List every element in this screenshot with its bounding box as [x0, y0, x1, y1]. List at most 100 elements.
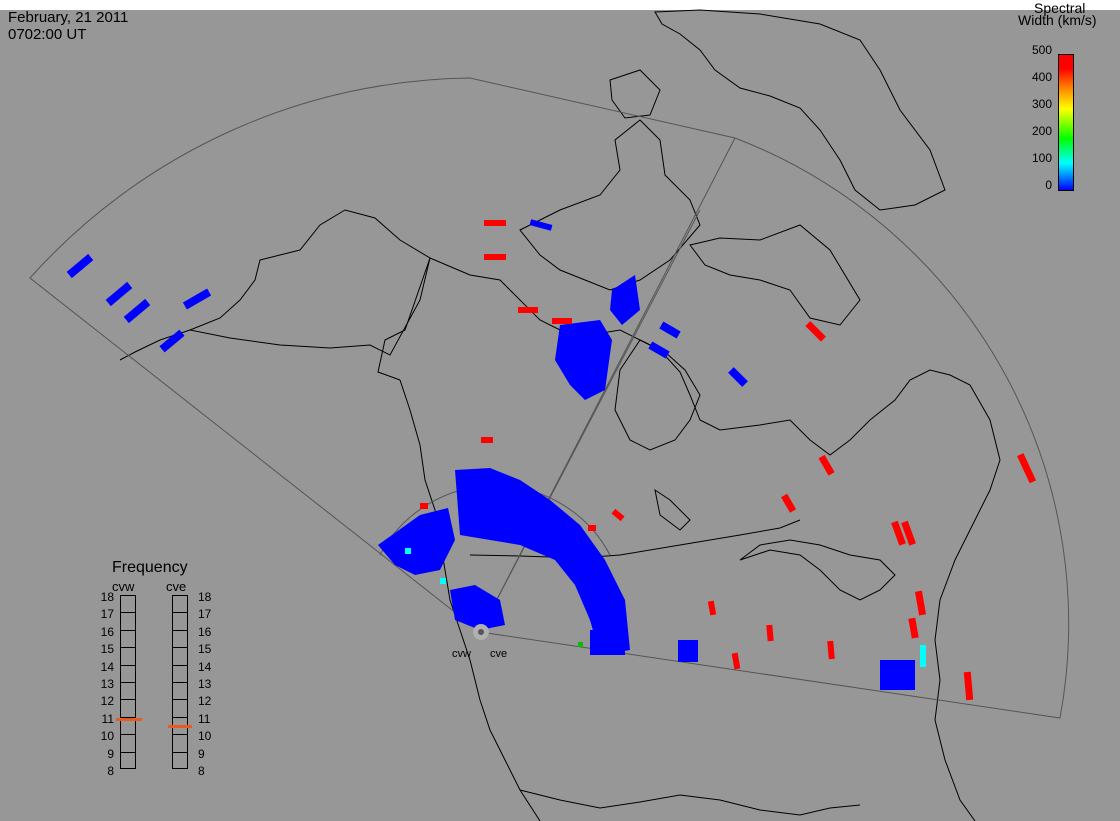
frequency-cell [121, 631, 135, 649]
echo-red-20 [588, 525, 596, 531]
ellesmere [609, 69, 661, 119]
baffin-island [689, 224, 861, 326]
echo-green-1 [578, 642, 583, 647]
echo-streak-2 [105, 281, 133, 307]
echo-streak-6 [659, 321, 681, 339]
frequency-cell [121, 700, 135, 718]
frequency-cell [121, 596, 135, 614]
echo-red-1 [484, 220, 506, 226]
radar-site-center [478, 629, 484, 635]
frequency-radar-cvw: cvw [112, 579, 135, 594]
frequency-cell [121, 718, 135, 736]
echo-streak-1 [66, 253, 94, 279]
echo-red-6 [805, 321, 826, 342]
echo-main-arc [455, 468, 630, 655]
radar-label-cve: cve [490, 648, 508, 660]
coastlines [119, 9, 1001, 821]
greenland-outline [654, 9, 946, 211]
frequency-cell [121, 753, 135, 770]
frequency-label-right: 14 [198, 659, 212, 674]
echo-red-7 [818, 454, 835, 476]
echo-arctic [610, 275, 640, 325]
echo-mid-block [678, 640, 698, 662]
echo-red-2 [484, 254, 506, 260]
echo-red-15 [827, 640, 835, 660]
echo-streak-9 [529, 219, 553, 231]
frequency-label-left: 12 [100, 694, 114, 709]
echo-cyan-1 [920, 645, 926, 667]
echo-red-13 [908, 617, 919, 639]
frequency-label-right: 15 [198, 642, 212, 657]
alaska-border [377, 257, 431, 381]
frequency-scale-cvw [120, 595, 136, 769]
frequency-scale-cve [172, 595, 188, 769]
echo-red-4 [552, 318, 572, 324]
echo-east-block [880, 660, 915, 690]
frequency-cell [173, 683, 187, 701]
frequency-marker-cvw [116, 717, 142, 721]
hudson-bay [614, 339, 701, 451]
frequency-radar-cve: cve [166, 579, 187, 594]
east-coast [934, 384, 1001, 821]
frequency-cell [121, 683, 135, 701]
echoes-blue [66, 219, 915, 690]
frequency-label-left: 9 [107, 746, 114, 761]
echo-streak-3 [123, 298, 151, 324]
frequency-label-left: 10 [100, 729, 114, 744]
echo-red-10 [891, 520, 906, 546]
echo-red-17 [707, 600, 717, 616]
frequency-cell [121, 735, 135, 753]
frequency-cell [173, 596, 187, 614]
echo-red-21 [420, 503, 428, 509]
colorbar-title-line2: Width (km/s) [1018, 12, 1097, 28]
frequency-label-right: 9 [198, 746, 205, 761]
colorbar-tick: 0 [1045, 178, 1052, 192]
frequency-label-right: 18 [198, 590, 212, 604]
frequency-cell [173, 666, 187, 683]
frequency-cell [173, 735, 187, 753]
frequency-cell [121, 648, 135, 666]
frequency-cell [173, 700, 187, 718]
echo-streak-8 [728, 367, 748, 387]
fov-divider-2 [479, 209, 701, 633]
radar-label-cvw: cvw [452, 648, 471, 660]
frequency-label-left: 15 [100, 642, 114, 657]
frequency-marker-cve [168, 724, 192, 728]
fov-outlines [29, 77, 1070, 719]
north-coast [429, 257, 971, 456]
frequency-label-right: 8 [198, 764, 205, 778]
frequency-label-left: 17 [100, 607, 114, 622]
echo-west-cluster [378, 508, 455, 575]
colorbar-tick: 500 [1031, 43, 1052, 57]
colorbar-tick: 100 [1031, 151, 1052, 165]
fov-west [29, 77, 1070, 719]
time-label: 0702:00 UT [8, 26, 87, 43]
frequency-cell [173, 613, 187, 631]
echo-red-3 [518, 307, 538, 313]
top-white-strip [0, 0, 1120, 10]
echo-streak-4 [182, 288, 212, 310]
frequency-label-left: 11 [101, 711, 114, 726]
frequency-cell [121, 613, 135, 631]
echo-cyan-3 [440, 578, 446, 584]
colorbar-title-line1: Spectral [1034, 0, 1086, 16]
great-lakes [739, 539, 896, 601]
echo-canada-north [555, 320, 612, 400]
echo-streak-7 [648, 341, 670, 359]
frequency-cell [121, 666, 135, 683]
mexico-outline [519, 789, 861, 816]
alaska-outline [188, 209, 431, 356]
frequency-label-right: 17 [198, 607, 212, 622]
echo-red-19 [611, 508, 625, 522]
frequency-cell [173, 648, 187, 666]
frequency-label-left: 8 [107, 764, 114, 778]
colorbar-gradient [1058, 54, 1074, 191]
echoes-other [405, 548, 926, 667]
echoes-red [420, 220, 1037, 701]
frequency-label-left: 18 [100, 590, 114, 604]
colorbar-tick: 400 [1031, 70, 1052, 84]
echo-red-14 [963, 671, 974, 701]
echo-red-8 [1017, 453, 1037, 484]
echo-red-18 [731, 652, 741, 670]
